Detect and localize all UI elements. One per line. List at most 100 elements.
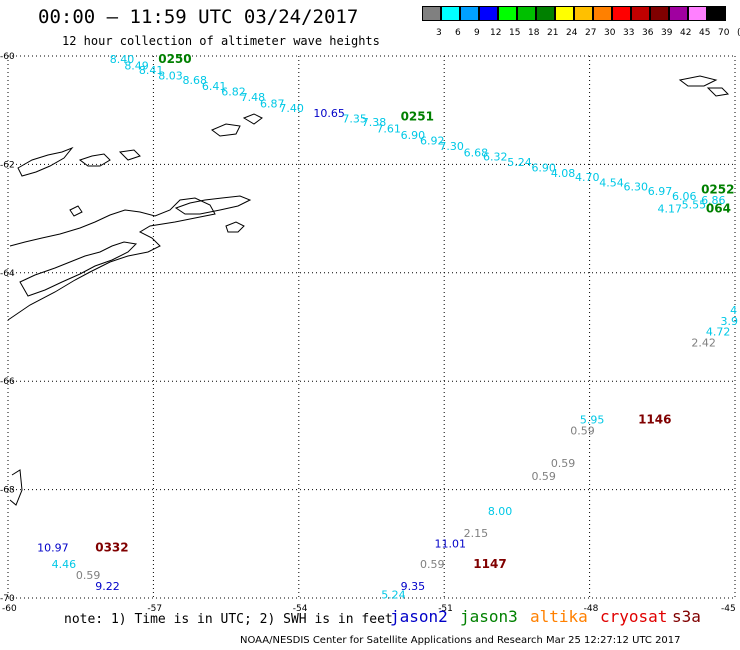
colorbar-label: 45 bbox=[699, 28, 711, 38]
colorbar-label: 6 bbox=[455, 28, 461, 38]
wave-height-label: 7.38 bbox=[362, 116, 387, 129]
wave-height-label: 4 bbox=[730, 304, 737, 317]
colorbar-label: (ft) bbox=[737, 28, 740, 38]
wave-height-label: 6.97 bbox=[648, 185, 673, 198]
pass-time-label: 0332 bbox=[95, 540, 128, 554]
wave-height-label: 0.59 bbox=[570, 424, 595, 437]
wave-height-label: 4.70 bbox=[575, 171, 600, 184]
satellite-legend-altika: altika bbox=[530, 607, 588, 626]
colorbar-swatch bbox=[593, 6, 612, 21]
pass-time-label: 0251 bbox=[401, 109, 434, 123]
colorbar-label: 3 bbox=[436, 28, 442, 38]
colorbar-swatch bbox=[631, 6, 650, 21]
satellite-legend-cryosat: cryosat bbox=[600, 607, 668, 626]
colorbar-label: 15 bbox=[509, 28, 521, 38]
wave-height-label: 10.65 bbox=[313, 107, 345, 120]
lon-tick-label: -60 bbox=[2, 604, 17, 614]
colorbar-swatch bbox=[707, 6, 726, 21]
lat-tick-label: -60 bbox=[0, 52, 15, 62]
wave-height-label: 6.68 bbox=[464, 146, 489, 159]
lat-tick-label: -66 bbox=[0, 377, 15, 387]
lat-lon-grid bbox=[7, 55, 736, 599]
lat-tick-label: -68 bbox=[0, 486, 15, 496]
colorbar-swatch bbox=[555, 6, 574, 21]
colorbar-label: 42 bbox=[680, 28, 692, 38]
satellite-legend-jason2: jason2 bbox=[390, 607, 448, 626]
wave-height-label: 0.59 bbox=[76, 569, 101, 582]
wave-height-label: 0.59 bbox=[531, 470, 556, 483]
colorbar-swatch bbox=[688, 6, 707, 21]
lon-tick-label: -51 bbox=[438, 604, 453, 614]
wave-height-label: 6.32 bbox=[483, 151, 508, 164]
colorbar-label: 24 bbox=[566, 28, 578, 38]
wave-height-label: 6.82 bbox=[221, 86, 246, 99]
map-title: 00:00 – 11:59 UTC 03/24/2017 bbox=[38, 6, 359, 28]
colorbar-swatch bbox=[669, 6, 688, 21]
wave-height-label: 3.9 bbox=[720, 315, 738, 328]
colorbar-swatch bbox=[498, 6, 517, 21]
lat-tick-label: -62 bbox=[0, 160, 15, 170]
wave-height-label: 7.30 bbox=[439, 140, 464, 153]
wave-height-label: 8.49 bbox=[124, 60, 149, 73]
wave-height-label: 6.87 bbox=[260, 97, 285, 110]
lat-tick-label: -64 bbox=[0, 269, 15, 279]
wave-height-label: 10.97 bbox=[37, 541, 69, 554]
satellite-legend-jason3: jason3 bbox=[460, 607, 518, 626]
wave-height-label: 7.61 bbox=[376, 122, 401, 135]
colorbar-swatch bbox=[612, 6, 631, 21]
colorbar-label: 27 bbox=[585, 28, 597, 38]
satellite-legend-s3a: s3a bbox=[672, 607, 701, 626]
colorbar-swatch bbox=[650, 6, 669, 21]
colorbar-label: 12 bbox=[490, 28, 502, 38]
colorbar-label: 70 bbox=[718, 28, 730, 38]
wave-height-label: 8.40 bbox=[110, 53, 135, 66]
colorbar-label: 18 bbox=[528, 28, 540, 38]
wave-height-label: 0.59 bbox=[551, 457, 576, 470]
wave-height-label: 8.41 bbox=[139, 64, 164, 77]
wave-height-label: 8.00 bbox=[488, 505, 513, 518]
wave-height-label: 4.72 bbox=[706, 326, 731, 339]
wave-height-labels: 8.40 0250 8.498.418.03 8.686.416.827.486.87… bbox=[37, 52, 738, 601]
wave-height-label: 0.59 bbox=[420, 558, 445, 571]
map-subtitle: 12 hour collection of altimeter wave hei… bbox=[62, 34, 380, 48]
colorbar-swatch bbox=[460, 6, 479, 21]
colorbar-label: 33 bbox=[623, 28, 635, 38]
wave-height-label: 4.17 bbox=[657, 203, 682, 216]
pass-time-label: 1147 bbox=[473, 557, 506, 571]
colorbar-swatch bbox=[441, 6, 460, 21]
colorbar-label: 36 bbox=[642, 28, 654, 38]
wave-height-label: 9.22 bbox=[95, 580, 120, 593]
wave-height-label: 6.06 bbox=[672, 190, 697, 203]
colorbar-swatch bbox=[479, 6, 498, 21]
lon-tick-label: -54 bbox=[293, 604, 308, 614]
wave-height-label: 5.24 bbox=[381, 589, 406, 602]
colorbar-swatch bbox=[422, 6, 441, 21]
wave-height-label: 9.35 bbox=[401, 580, 426, 593]
colorbar-swatch bbox=[536, 6, 555, 21]
lon-tick-label: -45 bbox=[721, 604, 736, 614]
wave-height-label: 2.15 bbox=[464, 527, 489, 540]
wave-height-label: 6.90 bbox=[401, 129, 426, 142]
pass-time-label: 0252 bbox=[701, 183, 734, 197]
colorbar-label: 30 bbox=[604, 28, 616, 38]
wave-height-label: 4.08 bbox=[551, 167, 576, 180]
wave-height-label: 11.01 bbox=[435, 538, 467, 551]
wave-height-label: 4.54 bbox=[599, 177, 624, 190]
wave-height-label: 8.03 bbox=[158, 69, 183, 82]
axis-tick-labels: -60 -57 -54 -51 -48 -45 -60 -62 -64 -66 -68 -70 bbox=[0, 52, 736, 614]
colorbar-label: 21 bbox=[547, 28, 559, 38]
wave-height-label: 7.35 bbox=[342, 113, 367, 126]
wave-height-label: 2.42 bbox=[691, 337, 716, 350]
colorbar-swatch bbox=[517, 6, 536, 21]
wave-height-label: 7.48 bbox=[241, 91, 266, 104]
wave-height-label: 5.95 bbox=[580, 413, 605, 426]
wave-height-label: 4.46 bbox=[52, 558, 76, 571]
wave-height-label: 6.41 bbox=[202, 80, 227, 93]
wave-height-label: 7.40 bbox=[279, 102, 304, 115]
wave-height-label: 5.55 bbox=[682, 198, 707, 211]
lon-tick-label: -48 bbox=[584, 604, 599, 614]
wave-height-label: 6.30 bbox=[624, 180, 649, 193]
credit-line: NOAA/NESDIS Center for Satellite Applica… bbox=[240, 635, 681, 646]
wave-height-label: 5.24 bbox=[507, 156, 532, 169]
